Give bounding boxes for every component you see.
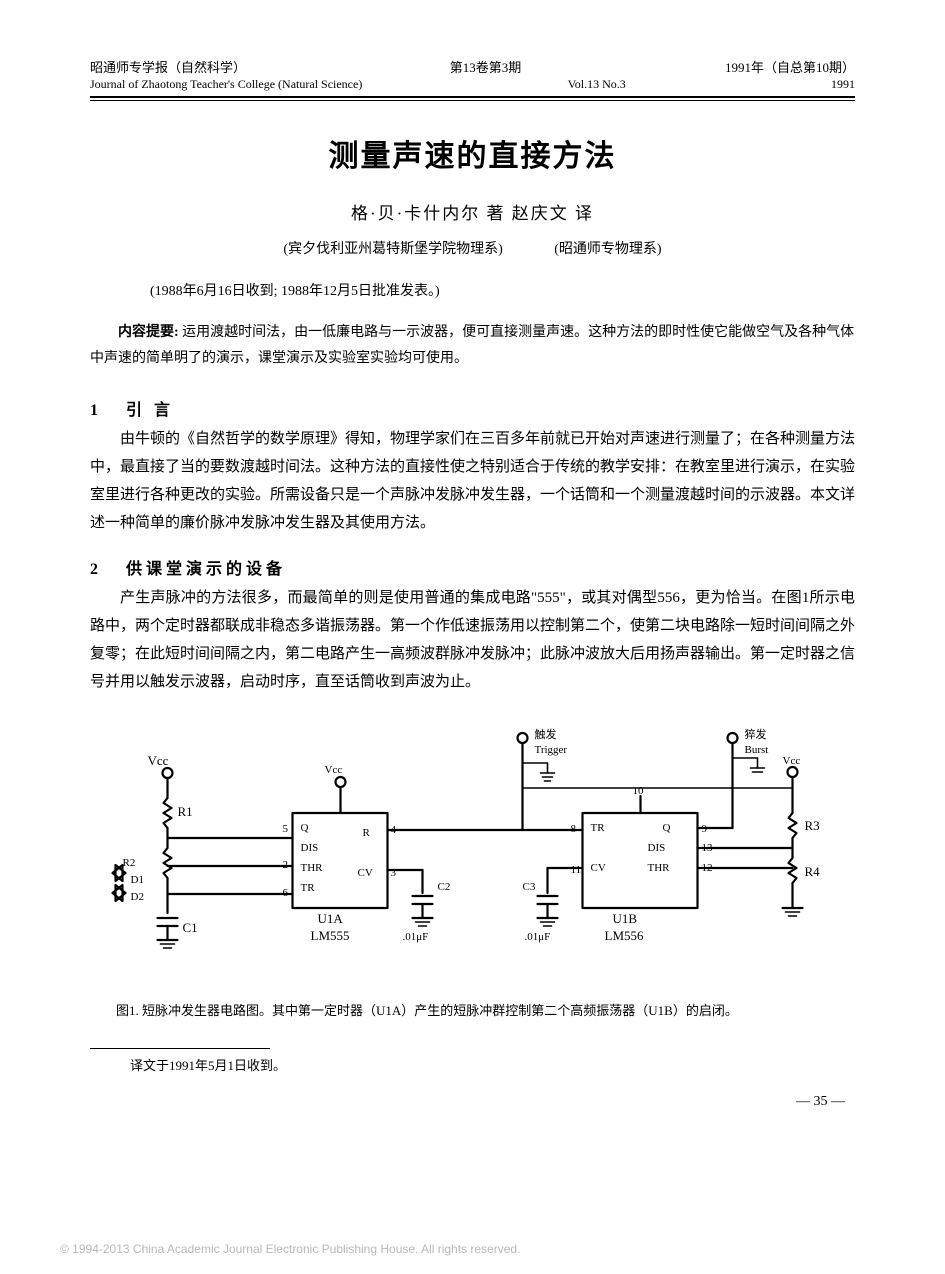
vol-issue-cn: 第13卷第3期 — [450, 60, 522, 77]
label-LM556: LM556 — [605, 928, 645, 943]
label-Q2: Q — [663, 822, 671, 834]
circuit-diagram: Vcc R1 R2 D1 D2 C1 Q DIS THR TR R CV — [90, 718, 855, 988]
label-R2: R2 — [123, 857, 136, 869]
running-header-cn: 昭通师专学报（自然科学） 第13卷第3期 1991年（自总第10期） — [90, 60, 855, 77]
label-R1: R1 — [178, 804, 193, 819]
label-C2val: .01μF — [403, 931, 429, 943]
label-burst-cn: 猝发 — [745, 727, 767, 741]
byline: 格·贝·卡什内尔 著 赵庆文 译 — [90, 199, 855, 224]
journal-name-en: Journal of Zhaotong Teacher's College (N… — [90, 77, 362, 93]
label-DIS2: DIS — [648, 842, 666, 854]
label-burst-en: Burst — [745, 744, 769, 756]
section-2-para-1: 产生声脉冲的方法很多，而最简单的则是使用普通的集成电路"555"，或其对偶型55… — [90, 585, 855, 696]
label-D2: D2 — [131, 891, 144, 903]
label-vcc2: Vcc — [325, 764, 343, 776]
label-pin2: 2 — [283, 859, 289, 871]
label-trigger-en: Trigger — [535, 744, 568, 756]
label-Q: Q — [301, 822, 309, 834]
page-number: — 35 — — [90, 1094, 855, 1110]
label-pin6: 6 — [283, 887, 289, 899]
section-1-title: 引 言 — [126, 402, 174, 419]
circuit-figure: Vcc R1 R2 D1 D2 C1 Q DIS THR TR R CV — [90, 718, 855, 1022]
label-pin11: 11 — [571, 864, 582, 876]
section-1-para-1: 由牛顿的《自然哲学的数学原理》得知，物理学家们在三百多年前就已开始对声速进行测量… — [90, 426, 855, 537]
year-issue-cn: 1991年（自总第10期） — [725, 60, 855, 77]
label-TR: TR — [301, 882, 316, 894]
label-C1: C1 — [183, 920, 198, 935]
affil-right: (昭通师专物理系) — [554, 242, 661, 257]
section-2-title: 供课堂演示的设备 — [126, 561, 286, 578]
label-D1: D1 — [131, 874, 144, 886]
abstract-text: 运用渡越时间法，由一低廉电路与一示波器，便可直接测量声速。这种方法的即时性使它能… — [90, 325, 854, 366]
section-1-num: 1 — [90, 402, 102, 419]
label-vcc1: Vcc — [148, 753, 169, 768]
figure-1-caption: 图1. 短脉冲发生器电路图。其中第一定时器（U1A）产生的短脉冲群控制第二个高频… — [90, 1001, 855, 1022]
label-R3: R3 — [805, 818, 820, 833]
running-header-en: Journal of Zhaotong Teacher's College (N… — [90, 77, 855, 93]
header-rule — [90, 96, 855, 101]
label-pin10: 10 — [633, 785, 645, 797]
footnote-rule — [90, 1048, 270, 1049]
label-CV: CV — [358, 867, 373, 879]
label-TR2: TR — [591, 822, 606, 834]
label-pin8: 8 — [571, 823, 577, 835]
paper-title: 测量声速的直接方法 — [90, 131, 855, 175]
section-2-num: 2 — [90, 561, 102, 578]
label-C3val: .01μF — [525, 931, 551, 943]
label-LM555-a: LM555 — [311, 928, 350, 943]
affiliations: (宾夕伐利亚州葛特斯堡学院物理系) (昭通师专物理系) — [90, 238, 855, 258]
label-THR2: THR — [648, 862, 671, 874]
abstract-label: 内容提要: — [118, 325, 179, 340]
label-DIS: DIS — [301, 842, 319, 854]
affil-left: (宾夕伐利亚州葛特斯堡学院物理系) — [283, 242, 502, 257]
vol-issue-en: Vol.13 No.3 — [568, 77, 626, 93]
label-U1A: U1A — [318, 911, 344, 926]
label-trigger-cn: 触发 — [535, 727, 557, 741]
year-en: 1991 — [831, 77, 855, 93]
section-2-head: 2 供课堂演示的设备 — [90, 555, 855, 579]
label-pin5: 5 — [283, 823, 289, 835]
label-THR: THR — [301, 862, 324, 874]
abstract: 内容提要: 运用渡越时间法，由一低廉电路与一示波器，便可直接测量声速。这种方法的… — [90, 320, 855, 372]
watermark: © 1994-2013 China Academic Journal Elect… — [60, 1242, 520, 1256]
label-C2: C2 — [438, 881, 451, 893]
label-pin3: 3 — [391, 867, 397, 879]
label-U1B: U1B — [613, 911, 638, 926]
label-vcc3: Vcc — [783, 755, 801, 767]
label-R4: R4 — [805, 864, 821, 879]
section-1-head: 1 引 言 — [90, 396, 855, 420]
label-R-pin: R — [363, 827, 371, 839]
label-C3: C3 — [523, 881, 536, 893]
submission-dates: (1988年6月16日收到; 1988年12月5日批准发表。) — [90, 280, 855, 300]
footnote: 译文于1991年5月1日收到。 — [90, 1055, 855, 1074]
journal-name-cn: 昭通师专学报（自然科学） — [90, 60, 246, 77]
label-CV2: CV — [591, 862, 606, 874]
